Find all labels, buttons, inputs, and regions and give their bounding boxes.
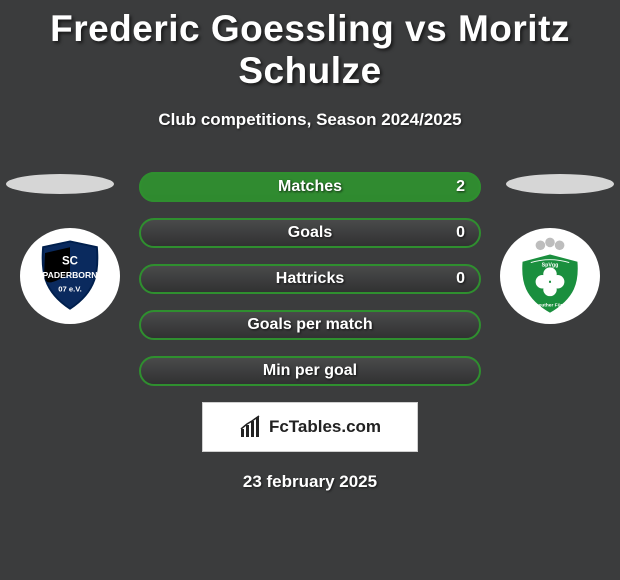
svg-text:PADERBORN: PADERBORN xyxy=(43,270,98,280)
stat-row: Hattricks 0 xyxy=(139,264,481,294)
team-badge-left: SC PADERBORN 07 e.V. xyxy=(20,228,120,324)
greuther-fuerth-logo-icon: SpVgg Greuther Fürth xyxy=(500,228,600,324)
subtitle: Club competitions, Season 2024/2025 xyxy=(0,110,620,130)
stat-row: Min per goal xyxy=(139,356,481,386)
comparison-panel: SC PADERBORN 07 e.V. SpVgg Greuther Fürt… xyxy=(0,172,620,492)
stat-value-right: 2 xyxy=(456,178,465,196)
stat-label: Goals xyxy=(288,224,332,242)
stat-label: Goals per match xyxy=(247,316,372,334)
svg-text:Greuther Fürth: Greuther Fürth xyxy=(533,303,567,309)
stat-label: Min per goal xyxy=(263,362,357,380)
paderborn-logo-icon: SC PADERBORN 07 e.V. xyxy=(20,228,120,324)
stat-label: Matches xyxy=(278,178,342,196)
brand-text: FcTables.com xyxy=(269,417,381,437)
page-title: Frederic Goessling vs Moritz Schulze xyxy=(0,0,620,92)
stat-label: Hattricks xyxy=(276,270,344,288)
brand-box: FcTables.com xyxy=(202,402,418,452)
stats-rows: Matches 2 Goals 0 Hattricks 0 Goals per match M… xyxy=(139,172,481,386)
date-text: 23 february 2025 xyxy=(0,472,620,492)
stat-row: Matches 2 xyxy=(139,172,481,202)
svg-text:SpVgg: SpVgg xyxy=(542,262,559,268)
stat-value-right: 0 xyxy=(456,224,465,242)
svg-text:07 e.V.: 07 e.V. xyxy=(58,284,82,293)
ellipse-shadow-right xyxy=(506,174,614,194)
team-badge-right: SpVgg Greuther Fürth xyxy=(500,228,600,324)
stat-value-right: 0 xyxy=(456,270,465,288)
svg-text:SC: SC xyxy=(62,255,78,267)
bar-chart-icon xyxy=(239,415,263,439)
ellipse-shadow-left xyxy=(6,174,114,194)
stat-row: Goals per match xyxy=(139,310,481,340)
stat-row: Goals 0 xyxy=(139,218,481,248)
